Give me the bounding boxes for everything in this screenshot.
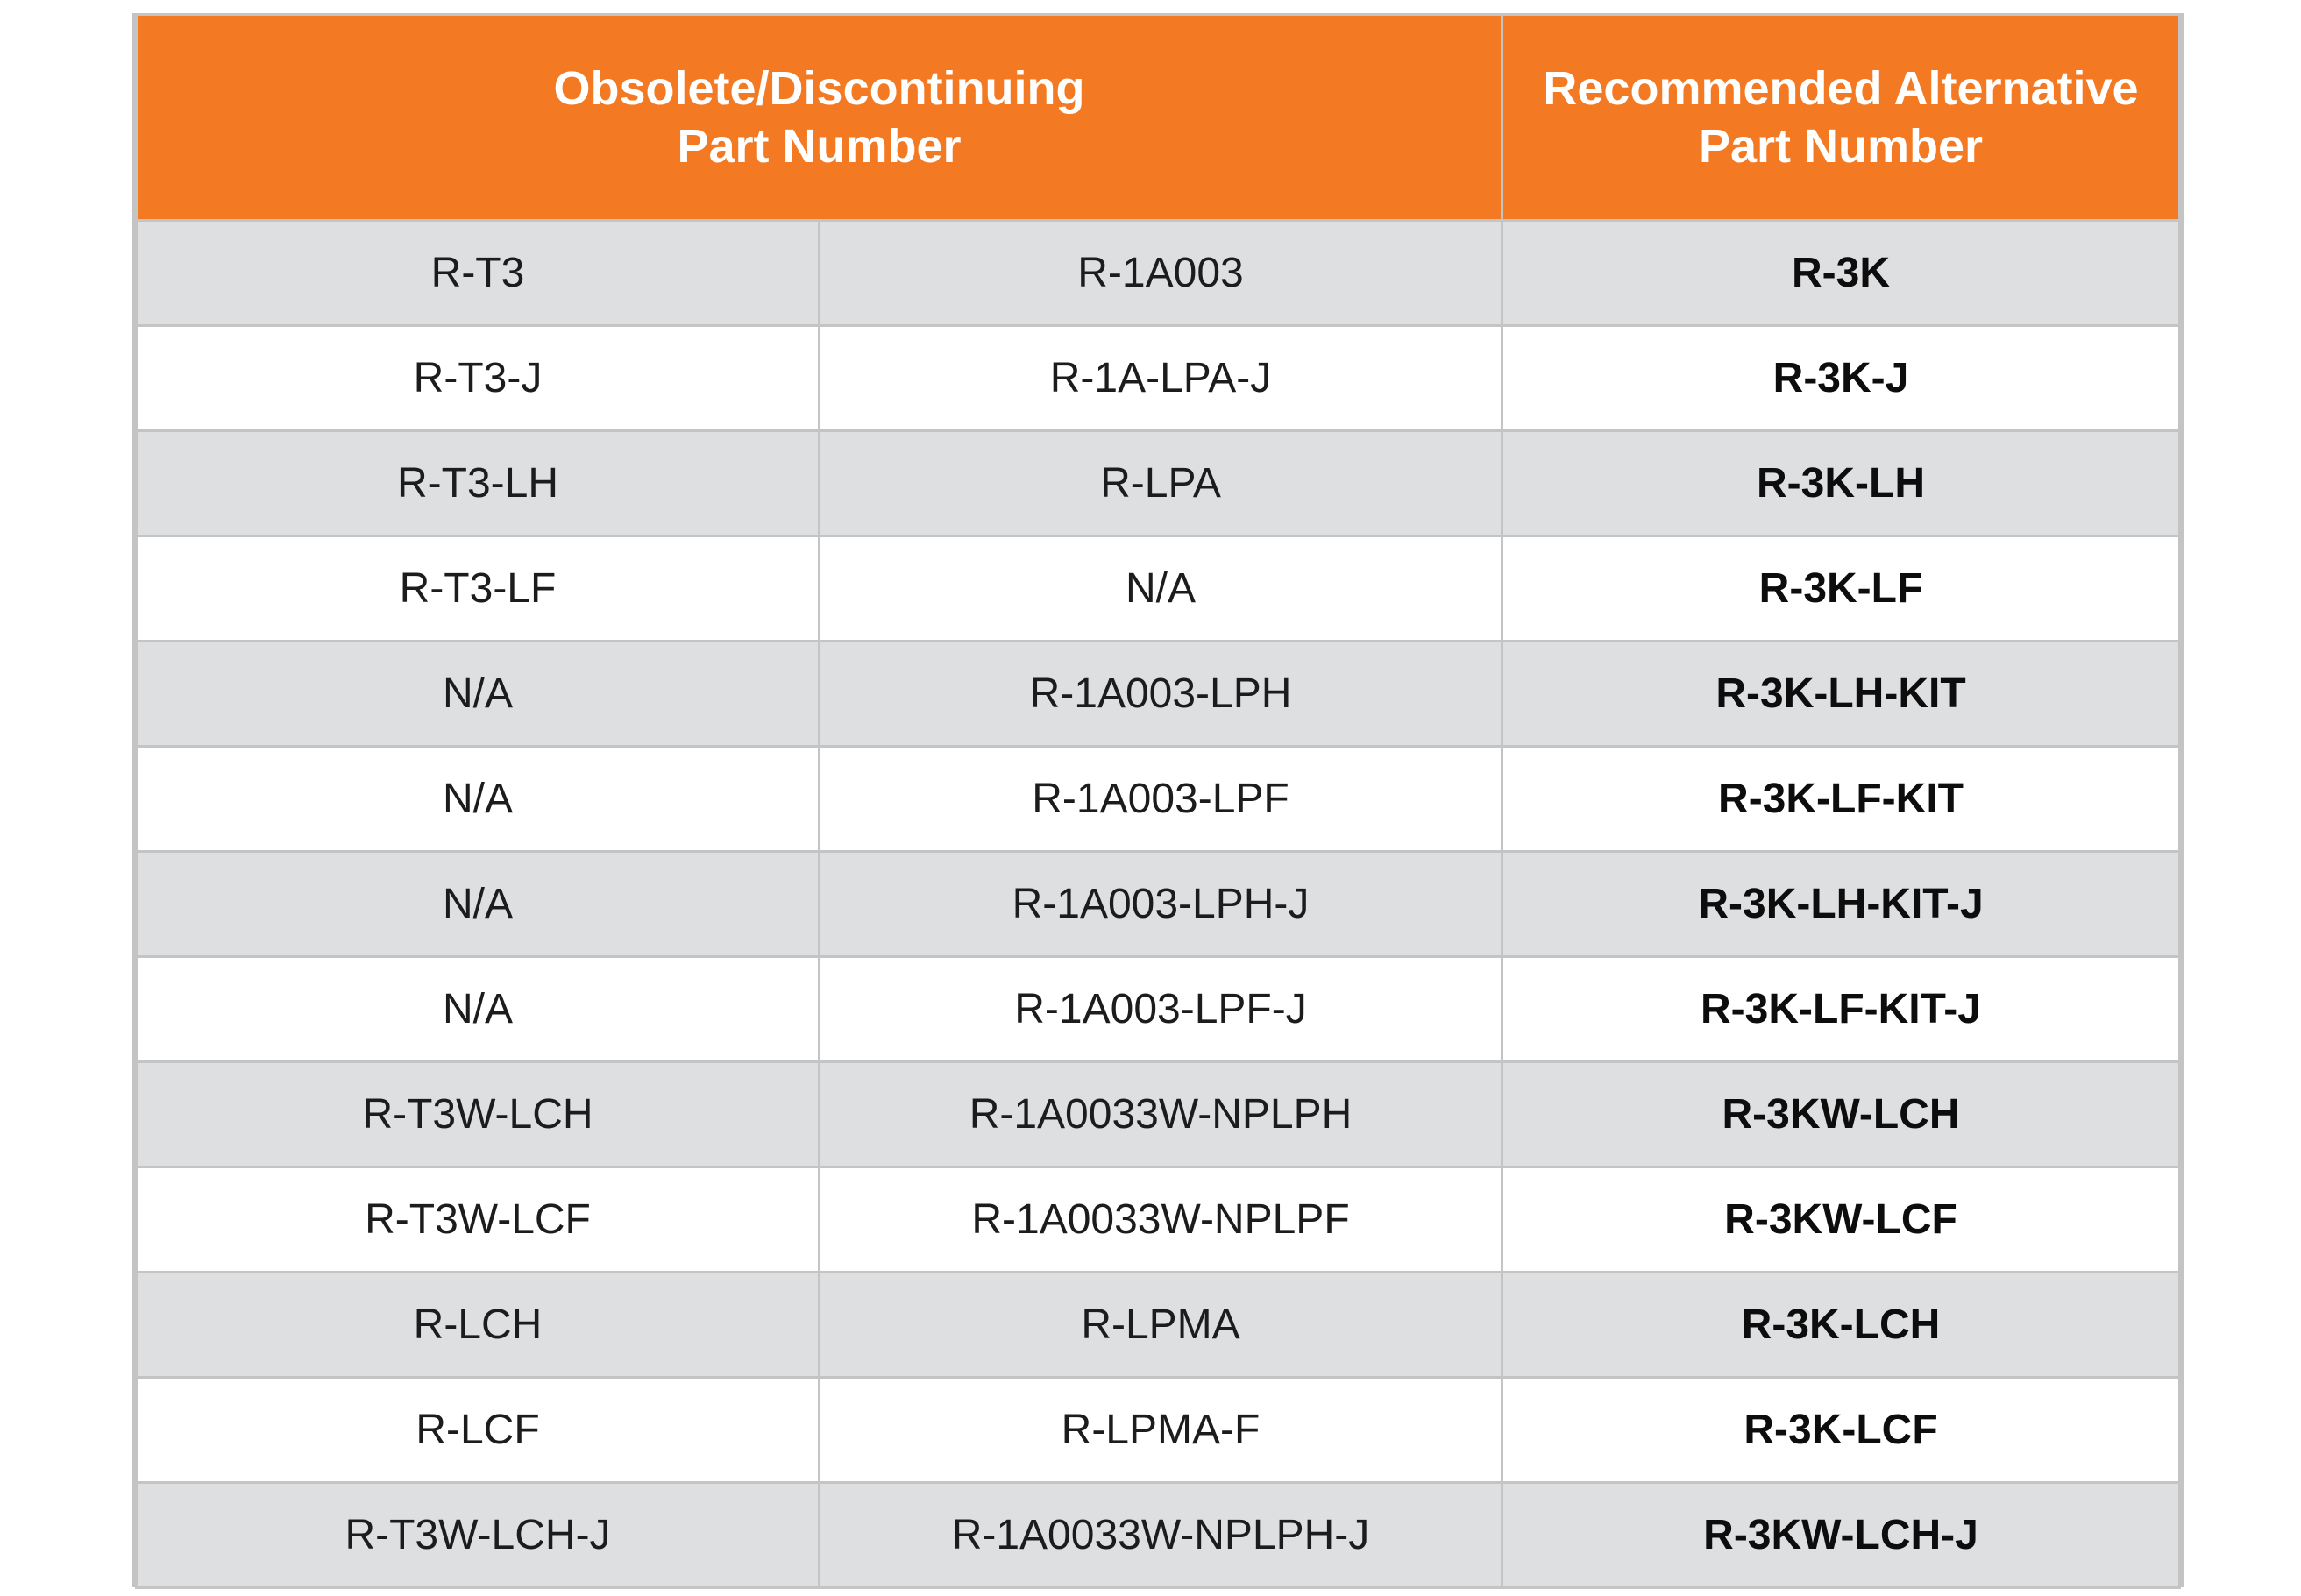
obsolete-part-cell-b: R-1A0033W-NPLPH [818, 1060, 1503, 1168]
header-obsolete-part-number: Obsolete/Discontinuing Part Number [135, 16, 1503, 222]
header-obsolete-line2: Part Number [677, 119, 962, 173]
obsolete-part-cell-b: R-1A0033W-NPLPF [818, 1165, 1503, 1273]
obsolete-part-cell-a: N/A [135, 639, 820, 748]
obsolete-part-cell-a: R-T3-LH [135, 429, 820, 537]
table-row: R-T3W-LCH-J R-1A0033W-NPLPH-J R-3KW-LCH-J [135, 1480, 2181, 1589]
header-recommended-line2: Part Number [1698, 119, 1984, 173]
obsolete-part-cell-a: R-T3 [135, 218, 820, 327]
obsolete-part-cell-a: N/A [135, 954, 820, 1063]
table-row: R-T3-J R-1A-LPA-J R-3K-J [135, 323, 2181, 432]
obsolete-part-cell-a: R-T3W-LCH-J [135, 1480, 820, 1589]
table-row: N/A R-1A003-LPH R-3K-LH-KIT [135, 639, 2181, 748]
header-recommended-part-number: Recommended Alternative Part Number [1501, 16, 2181, 222]
table-row: R-LCF R-LPMA-F R-3K-LCF [135, 1375, 2181, 1484]
obsolete-part-cell-b: R-1A003-LPH-J [818, 849, 1503, 958]
table-row: N/A R-1A003-LPF-J R-3K-LF-KIT-J [135, 954, 2181, 1063]
recommended-part-cell: R-3K-LF-KIT-J [1501, 954, 2181, 1063]
obsolete-part-cell-b: R-1A-LPA-J [818, 323, 1503, 432]
obsolete-part-cell-b: R-LPMA [818, 1270, 1503, 1379]
obsolete-part-cell-a: R-T3-LF [135, 534, 820, 642]
obsolete-part-cell-b: R-LPA [818, 429, 1503, 537]
table-row: N/A R-1A003-LPF R-3K-LF-KIT [135, 744, 2181, 853]
obsolete-part-cell-b: R-1A003-LPH [818, 639, 1503, 748]
obsolete-part-cell-a: R-T3-J [135, 323, 820, 432]
recommended-part-cell: R-3K-LH [1501, 429, 2181, 537]
header-obsolete-line1: Obsolete/Discontinuing [553, 61, 1085, 115]
obsolete-part-cell-b: R-1A003 [818, 218, 1503, 327]
obsolete-part-cell-b: R-1A0033W-NPLPH-J [818, 1480, 1503, 1589]
recommended-part-cell: R-3K-LCH [1501, 1270, 2181, 1379]
recommended-part-cell: R-3K-LCF [1501, 1375, 2181, 1484]
obsolete-part-cell-b: R-1A003-LPF [818, 744, 1503, 853]
recommended-part-cell: R-3K-LF [1501, 534, 2181, 642]
table-row: R-T3 R-1A003 R-3K [135, 218, 2181, 327]
obsolete-part-cell-b: R-LPMA-F [818, 1375, 1503, 1484]
obsolete-part-cell-a: R-LCH [135, 1270, 820, 1379]
table-row: R-LCH R-LPMA R-3K-LCH [135, 1270, 2181, 1379]
recommended-part-cell: R-3K-LH-KIT-J [1501, 849, 2181, 958]
header-row: Obsolete/Discontinuing Part Number Recom… [135, 16, 2181, 222]
part-number-table-wrapper: Obsolete/Discontinuing Part Number Recom… [132, 13, 2184, 1589]
obsolete-part-cell-a: R-T3W-LCF [135, 1165, 820, 1273]
recommended-part-cell: R-3K-LH-KIT [1501, 639, 2181, 748]
recommended-part-cell: R-3KW-LCH-J [1501, 1480, 2181, 1589]
table-row: N/A R-1A003-LPH-J R-3K-LH-KIT-J [135, 849, 2181, 958]
recommended-part-cell: R-3K [1501, 218, 2181, 327]
table-row: R-T3W-LCH R-1A0033W-NPLPH R-3KW-LCH [135, 1060, 2181, 1168]
table-row: R-T3-LH R-LPA R-3K-LH [135, 429, 2181, 537]
obsolete-part-cell-b: R-1A003-LPF-J [818, 954, 1503, 1063]
recommended-part-cell: R-3K-LF-KIT [1501, 744, 2181, 853]
part-number-table: Obsolete/Discontinuing Part Number Recom… [135, 16, 2181, 1589]
obsolete-part-cell-a: R-LCF [135, 1375, 820, 1484]
recommended-part-cell: R-3KW-LCF [1501, 1165, 2181, 1273]
table-header: Obsolete/Discontinuing Part Number Recom… [135, 16, 2181, 222]
recommended-part-cell: R-3KW-LCH [1501, 1060, 2181, 1168]
table-row: R-T3W-LCF R-1A0033W-NPLPF R-3KW-LCF [135, 1165, 2181, 1273]
obsolete-part-cell-a: R-T3W-LCH [135, 1060, 820, 1168]
table-body: R-T3 R-1A003 R-3K R-T3-J R-1A-LPA-J R-3K-J R-T… [135, 218, 2181, 1589]
obsolete-part-cell-a: N/A [135, 744, 820, 853]
header-recommended-line1: Recommended Alternative [1543, 61, 2139, 115]
recommended-part-cell: R-3K-J [1501, 323, 2181, 432]
obsolete-part-cell-b: N/A [818, 534, 1503, 642]
obsolete-part-cell-a: N/A [135, 849, 820, 958]
table-row: R-T3-LF N/A R-3K-LF [135, 534, 2181, 642]
